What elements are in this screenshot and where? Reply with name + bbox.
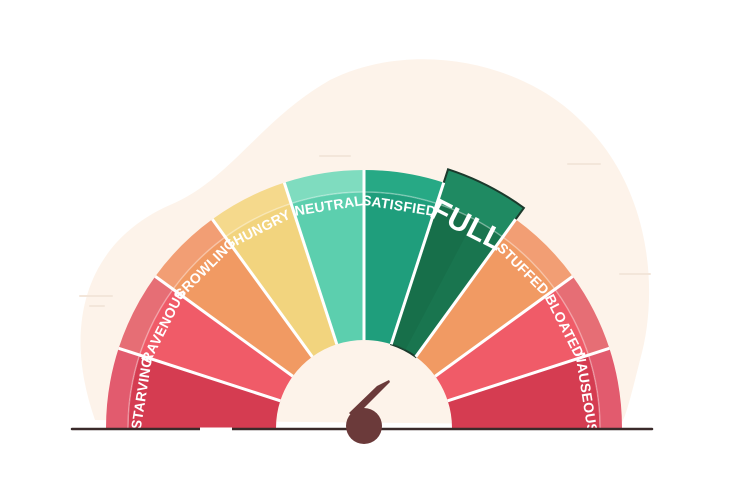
- gauge-segments: [106, 168, 622, 429]
- segment-bloated-band: [554, 276, 610, 356]
- segment-divider: [154, 275, 294, 378]
- segment-full-band: [436, 169, 524, 238]
- segment-bloated-inner: [435, 289, 589, 401]
- segment-divider: [447, 346, 610, 403]
- gauge-needle: [346, 380, 390, 444]
- segment-bloated: [435, 276, 610, 401]
- segment-nauseous: [447, 348, 622, 428]
- segment-full: [389, 168, 526, 359]
- segment-growling: [155, 219, 313, 377]
- segment-full-shade: [391, 203, 475, 351]
- segment-nauseous-inner: [447, 355, 600, 428]
- segment-nauseous-band: [588, 348, 622, 428]
- segment-satisfied-band: [364, 170, 444, 204]
- segment-starving-band: [106, 348, 140, 428]
- segment-divider: [414, 218, 517, 358]
- band-separator: [127, 191, 601, 429]
- segment-stuffed-inner: [415, 237, 555, 377]
- segment-stuffed: [415, 219, 573, 377]
- segment-ravenous-inner: [139, 289, 293, 401]
- segment-growling-inner: [173, 237, 313, 377]
- segment-full-outline: [389, 168, 526, 359]
- segment-divider: [282, 182, 339, 345]
- segment-neutral: [284, 170, 364, 345]
- segment-divider: [118, 346, 281, 403]
- needle-hub: [346, 408, 382, 444]
- segment-satisfied-inner: [364, 192, 437, 345]
- needle-pointer: [349, 380, 390, 418]
- segment-starving-inner: [128, 355, 281, 428]
- segment-stuffed-band: [502, 219, 573, 290]
- decorative-dashes: [79, 155, 651, 307]
- segment-growling-band: [155, 219, 226, 290]
- segment-satisfied: [364, 170, 444, 345]
- segment-hungry: [212, 182, 337, 357]
- segment-hungry-inner: [225, 203, 337, 357]
- segment-starving: [106, 348, 281, 428]
- segment-divider: [389, 182, 446, 345]
- segment-divider: [434, 275, 574, 378]
- segment-ravenous-band: [118, 276, 174, 356]
- segment-divider: [211, 218, 314, 358]
- segment-neutral-band: [284, 170, 364, 204]
- segment-ravenous: [118, 276, 293, 401]
- segment-neutral-inner: [291, 192, 364, 345]
- segment-hungry-band: [212, 182, 292, 238]
